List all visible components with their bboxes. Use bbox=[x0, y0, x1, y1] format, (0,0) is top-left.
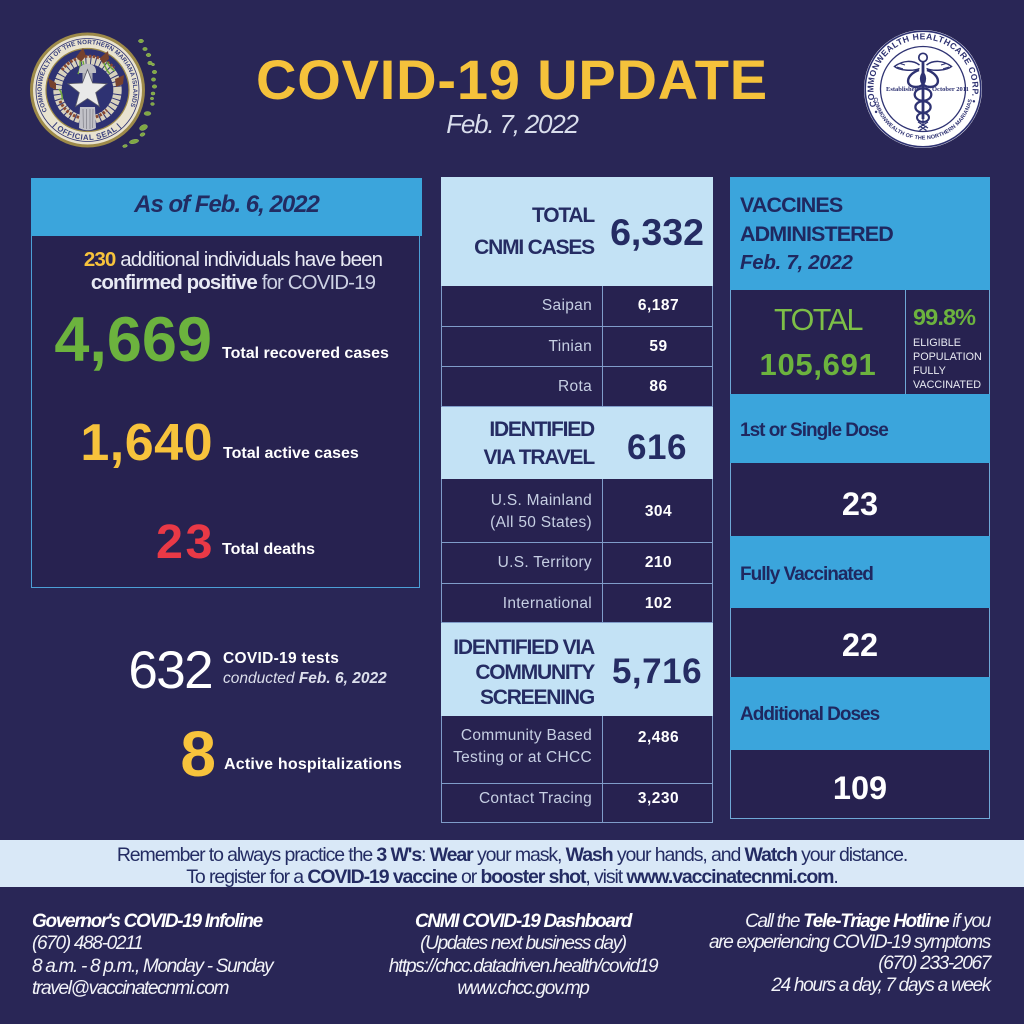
svg-text:October 2011: October 2011 bbox=[932, 86, 969, 93]
svg-text:Established: Established bbox=[886, 86, 919, 93]
